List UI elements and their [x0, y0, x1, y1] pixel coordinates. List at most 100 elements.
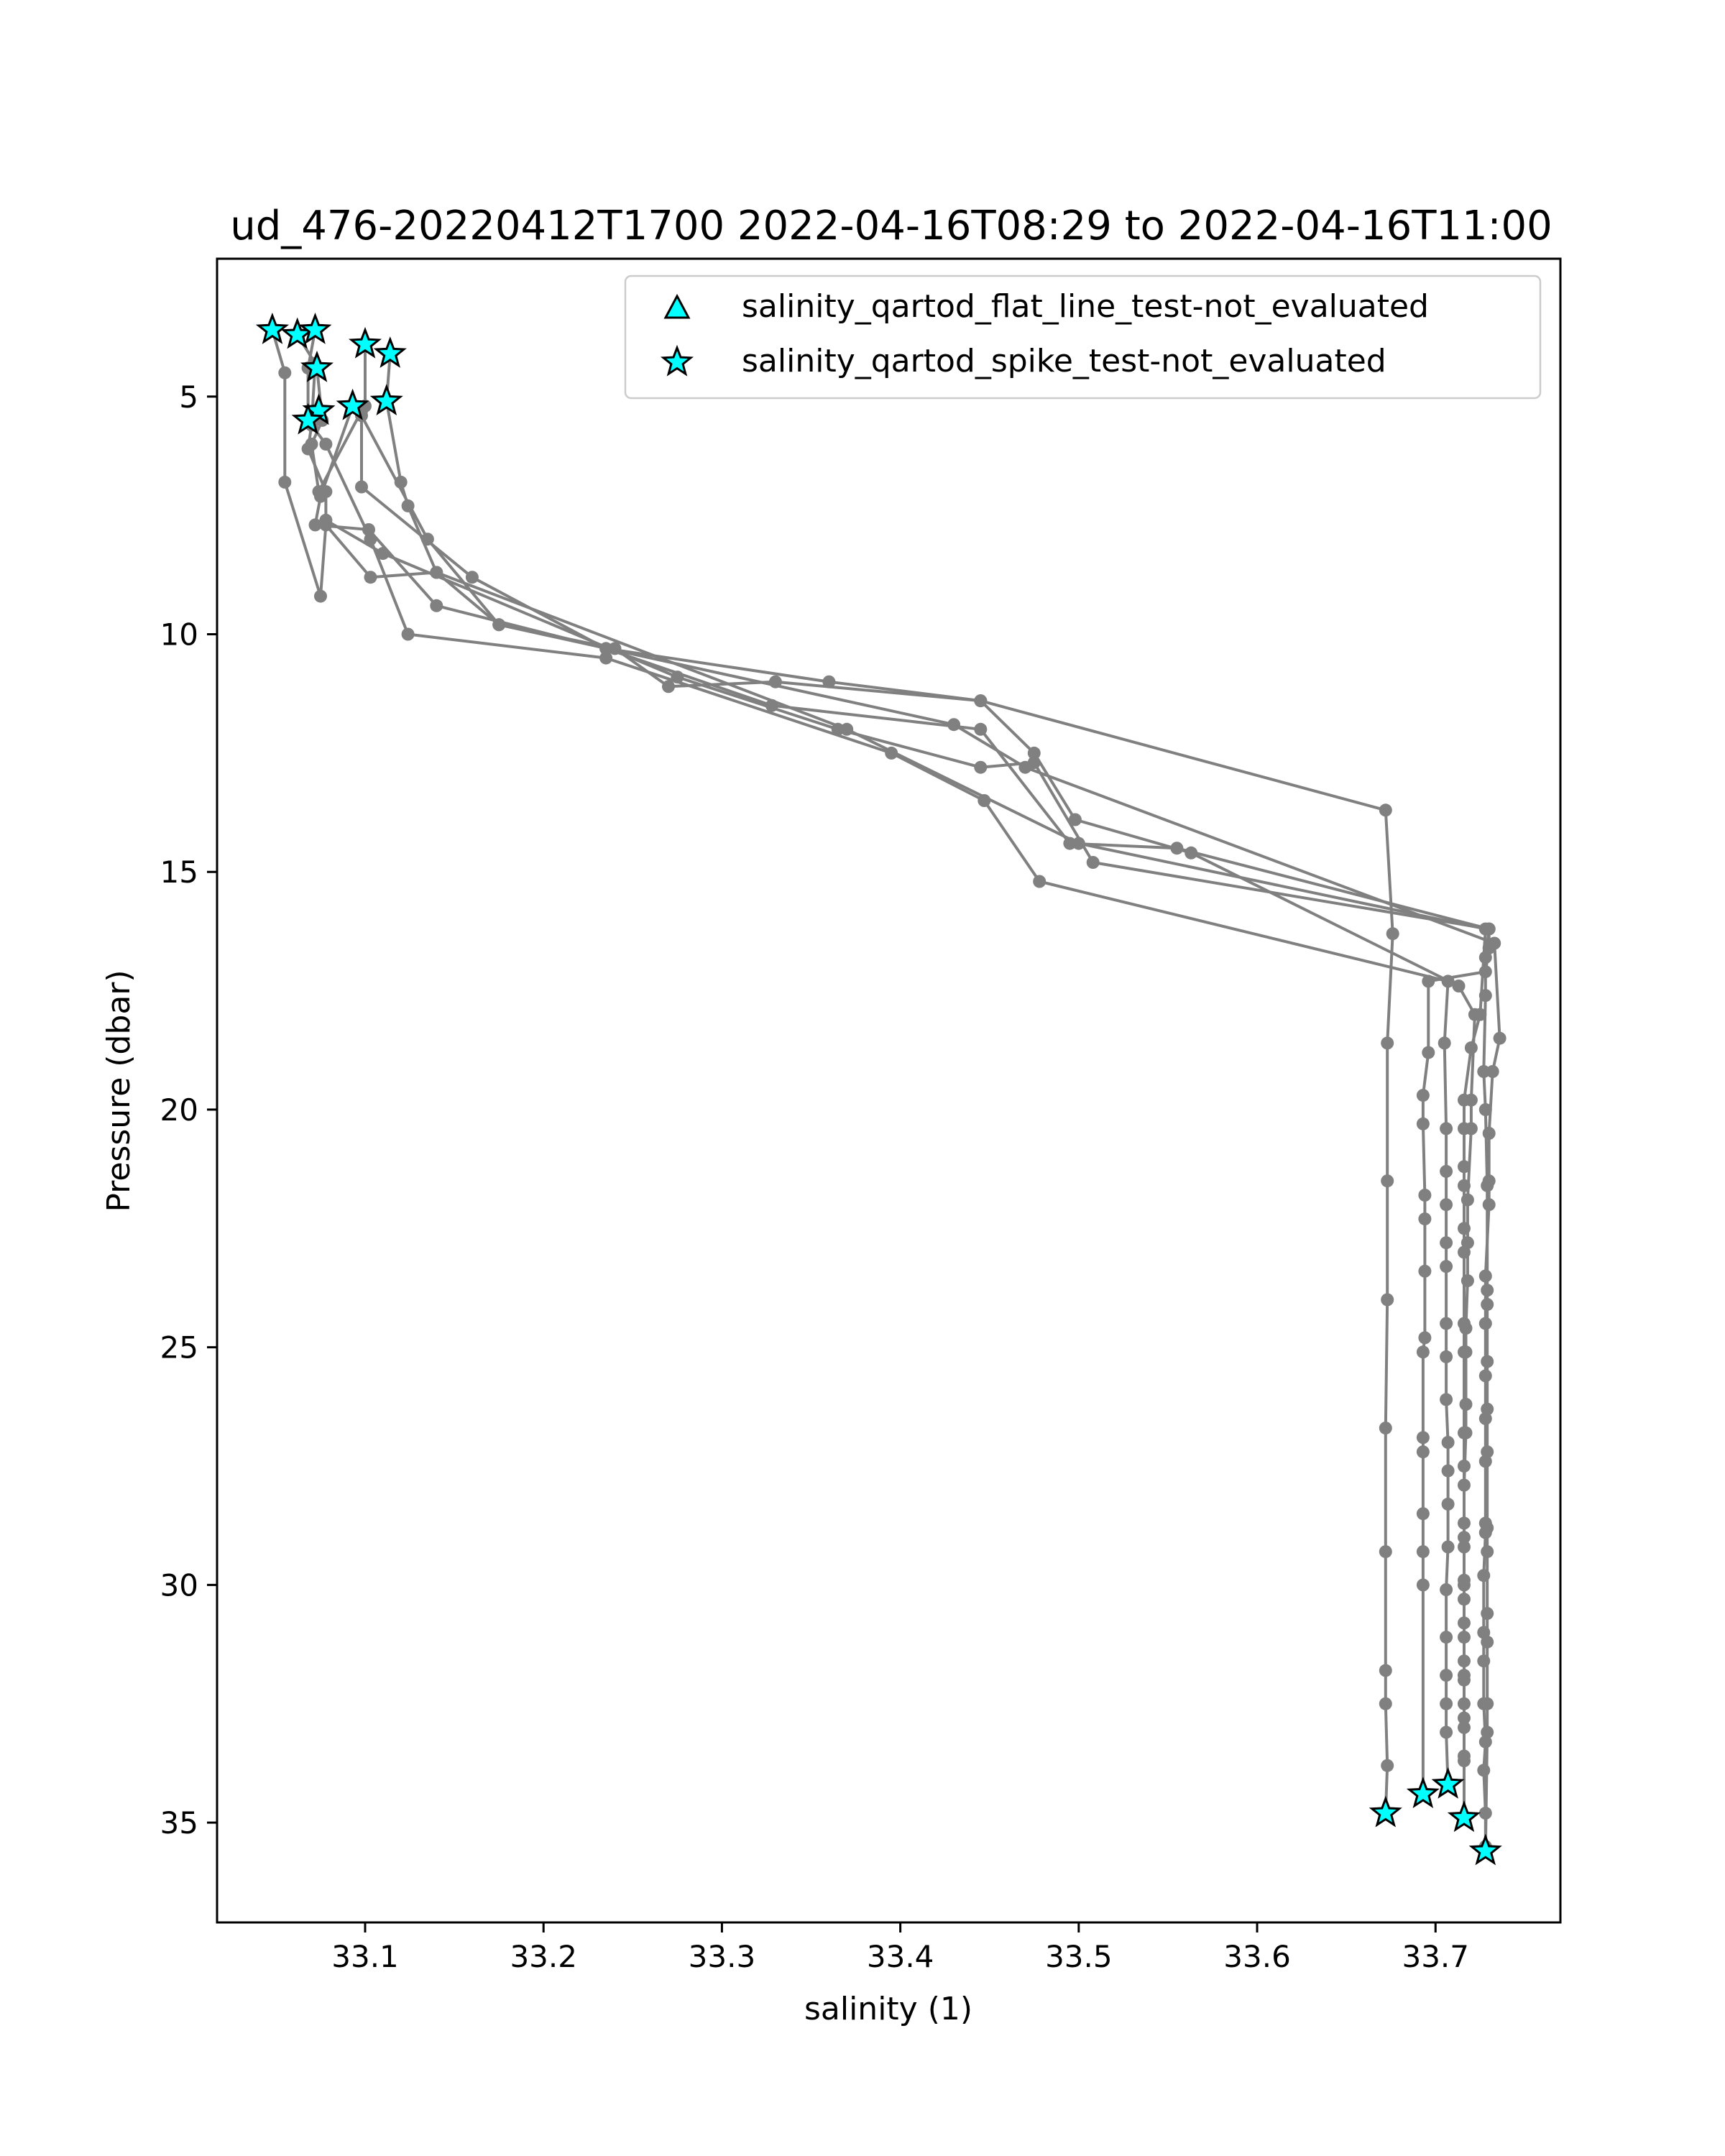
data-point: [1379, 1697, 1392, 1710]
spike-flag-star: [336, 388, 369, 420]
data-point: [599, 642, 613, 655]
data-point: [1440, 1260, 1453, 1273]
data-point: [1458, 1093, 1471, 1107]
data-point: [974, 722, 988, 736]
y-tick-label: 30: [160, 1567, 198, 1603]
data-point: [308, 518, 322, 532]
spike-flag-star: [298, 312, 332, 344]
data-point: [1458, 1222, 1471, 1235]
data-point: [1170, 842, 1184, 855]
x-tick-label: 33.2: [510, 1939, 577, 1974]
data-point: [1477, 1065, 1491, 1078]
data-point: [1416, 1507, 1430, 1521]
data-point: [465, 571, 479, 584]
data-point: [1478, 1806, 1492, 1820]
data-point: [1440, 1726, 1453, 1739]
data-point: [662, 680, 675, 694]
data-point: [1459, 1398, 1473, 1411]
data-point: [1458, 1179, 1471, 1192]
data-point: [394, 475, 408, 489]
data-point: [1379, 803, 1392, 817]
spike-flag-star: [348, 326, 382, 359]
data-point: [278, 366, 292, 379]
data-point: [1441, 1540, 1455, 1554]
data-point: [1440, 1583, 1453, 1596]
profile-series: [380, 347, 1492, 1825]
spike-flag-star: [1447, 1800, 1481, 1833]
data-point: [947, 718, 961, 732]
data-point: [401, 499, 415, 512]
data-point: [1418, 1189, 1432, 1202]
data-point: [1481, 1284, 1494, 1297]
data-point: [1478, 1269, 1492, 1283]
data-point: [1458, 1345, 1471, 1359]
data-point: [1072, 837, 1085, 850]
data-point: [1438, 1036, 1451, 1050]
data-point: [364, 571, 377, 584]
star-marker-icon: [660, 344, 694, 377]
data-point: [1452, 980, 1466, 992]
legend-box: [624, 275, 1542, 400]
data-point: [1482, 1198, 1496, 1212]
data-point: [1440, 1631, 1453, 1644]
legend: salinity_qartod_flat_line_test-not_evalu…: [624, 275, 1542, 400]
data-point: [1478, 1455, 1492, 1468]
data-point: [305, 438, 318, 451]
data-point: [1381, 1759, 1394, 1772]
spike-flag-star: [1431, 1766, 1465, 1799]
x-tick-label: 33.3: [689, 1939, 756, 1974]
triangle-marker-icon: [663, 293, 691, 319]
y-axis-label: Pressure (dbar): [101, 969, 137, 1212]
data-point: [1493, 1031, 1506, 1045]
y-axis: 5 10 15 20 25 30 35: [160, 379, 217, 1841]
data-point: [1416, 1445, 1430, 1459]
x-tick-label: 33.6: [1223, 1939, 1291, 1974]
data-point: [1418, 1331, 1432, 1345]
data-point: [1440, 1236, 1453, 1250]
data-point: [314, 489, 327, 503]
data-point: [1440, 1198, 1453, 1212]
spike-flag-star: [1368, 1795, 1402, 1828]
data-point: [1458, 1317, 1471, 1330]
data-point: [1482, 1174, 1496, 1188]
data-point: [1068, 813, 1082, 826]
data-point: [430, 599, 443, 612]
data-point: [1086, 856, 1100, 869]
data-point: [401, 627, 415, 641]
spike-flag-star: [369, 384, 403, 416]
y-tick-label: 5: [179, 379, 198, 415]
data-point: [1458, 1616, 1471, 1630]
y-tick-label: 35: [160, 1805, 198, 1841]
data-point: [1440, 1669, 1453, 1682]
data-point: [1473, 1008, 1487, 1021]
data-point: [1478, 965, 1492, 979]
data-point: [1458, 1516, 1471, 1530]
data-point: [1018, 760, 1032, 774]
data-point: [1458, 1749, 1471, 1763]
data-point: [1478, 1735, 1492, 1749]
spike-flag-star: [1406, 1777, 1440, 1809]
data-point: [314, 589, 327, 603]
data-point: [1381, 1174, 1394, 1188]
data-point: [1458, 1540, 1471, 1554]
data-point: [1481, 1298, 1494, 1312]
y-tick-label: 25: [160, 1330, 198, 1365]
data-point: [319, 513, 333, 527]
data-point: [1416, 1345, 1430, 1359]
data-point: [1033, 875, 1046, 888]
data-point: [840, 722, 854, 736]
data-point: [1027, 746, 1041, 760]
data-point: [278, 475, 292, 489]
data-point: [1416, 1431, 1430, 1445]
data-point: [1458, 1122, 1471, 1135]
data-point: [1481, 1545, 1494, 1559]
legend-item-spike: salinity_qartod_spike_test-not_evaluated: [660, 343, 1386, 379]
legend-label-spike: salinity_qartod_spike_test-not_evaluated: [742, 343, 1386, 379]
data-point: [1478, 1103, 1492, 1116]
data-point: [1478, 1516, 1492, 1530]
spike-flag-star: [291, 402, 325, 435]
data-point: [1458, 1245, 1471, 1259]
data-point: [1416, 1545, 1430, 1559]
axes-frame: [216, 257, 1562, 1924]
